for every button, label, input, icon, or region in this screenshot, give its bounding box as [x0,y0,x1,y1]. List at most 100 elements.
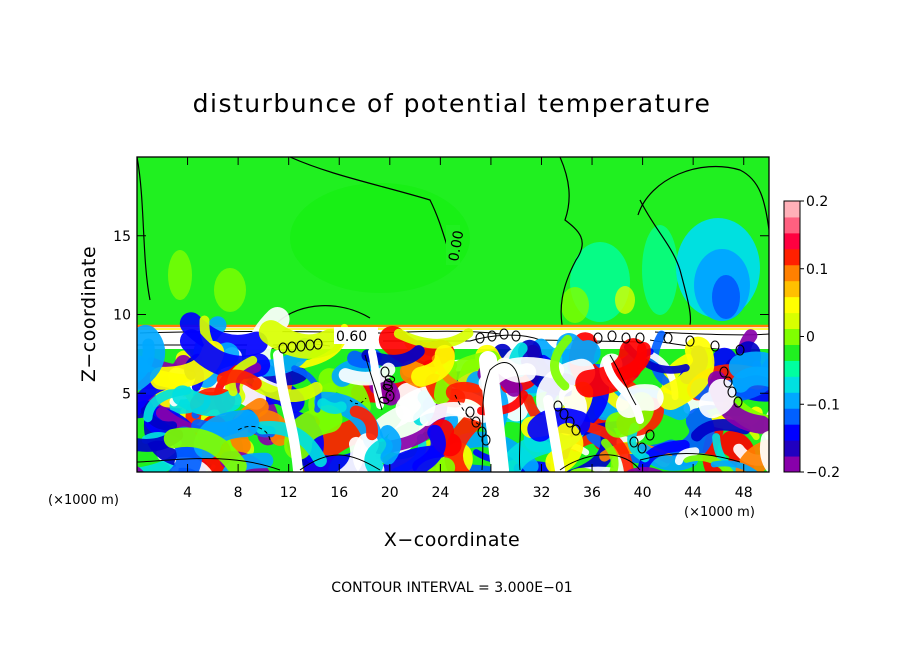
turbulent-layer [137,307,769,472]
contour-interval-footer: CONTOUR INTERVAL = 3.000E−01 [331,580,572,596]
contour-loop [471,416,481,428]
upper-field-region [615,286,635,314]
colorbar-tick-label: 0.2 [806,194,828,210]
colorbar-tick-label: 0 [806,330,815,346]
colorbar-segment [784,280,800,298]
contour-loop [465,406,475,418]
contour-label-background [334,327,378,344]
x-tick-label: 20 [381,485,399,501]
turbulent-eddy [216,369,262,391]
contour-loop [481,434,491,446]
turbulent-eddy [657,336,715,411]
y-axis-label: Z−coordinate [78,246,100,382]
contour-line [559,454,641,471]
upper-field-region [642,225,678,315]
contour-line [289,157,451,256]
turbulent-eddy [137,324,166,391]
x-tick-label: 16 [330,485,348,501]
colorbar-tick-label: 0.1 [806,262,828,278]
contour-loop [735,344,745,356]
turbulent-eddy [137,441,138,456]
y-axis-ticks: 5 10 15 [113,229,769,402]
turbulent-eddy [415,457,456,472]
y-tick-label: 15 [113,229,131,245]
x-tick-label: 48 [735,485,753,501]
colorbar-segment [784,424,800,441]
turbulent-eddy [393,328,474,349]
colorbar-segment [784,201,800,218]
contour-loop [313,338,323,350]
y-tick-label: 5 [122,386,131,402]
contour-loop [511,330,521,342]
upper-field-region [214,268,246,312]
x-axis-label: X−coordinate [384,529,520,551]
contour-loop [629,436,639,448]
turbulent-eddy [303,416,373,472]
turbulent-streak [602,356,644,424]
turbulent-eddy [252,379,323,402]
contour-loop [559,408,569,420]
contour-loop [287,341,297,353]
x-tick-label: 24 [431,485,449,501]
x-tick-label: 36 [583,485,601,501]
contour-loop [565,416,575,428]
contour-line [559,157,583,326]
colorbar-tick-label: −0.1 [806,397,840,413]
colorbar-segment [784,376,800,393]
turbulent-eddy [674,447,700,466]
turbulent-eddy [710,460,759,472]
turbulent-eddy [601,438,619,472]
turbulent-eddy [575,338,647,398]
turbulent-eddy [728,351,769,379]
colorbar-segment [784,360,800,377]
x-axis-ticks: 4 8 12 16 20 24 28 32 36 40 44 48 [183,157,753,501]
contour-loop [385,390,395,402]
contour-line [237,425,271,441]
colorbar-ticks: 0.2 0.1 0 −0.1 −0.2 [800,194,840,481]
x-tick-label: 8 [234,485,243,501]
turbulent-eddy [172,385,242,417]
colorbar-tick-label: −0.2 [806,465,840,481]
turbulent-eddy [556,333,601,367]
contour-label: 0.60 [336,329,367,345]
colorbar-segment [784,296,800,314]
colorbar-segment [784,216,800,234]
contour-loop [593,332,603,344]
colorbar-segment [784,344,800,361]
turbulent-streak [543,395,565,472]
contour-loop [727,386,737,398]
x-tick-label: 32 [533,485,551,501]
contour-line [639,199,692,326]
colorbar-segment [784,264,800,282]
turbulent-eddy [735,439,769,472]
contour-loop [380,366,390,378]
contour-loop [499,328,509,340]
contour-loop [296,340,306,352]
contour-loop [621,332,631,344]
turbulent-eddy [411,344,455,387]
contour-line [299,454,381,471]
contour-line [349,397,367,405]
upper-field-region [168,250,192,300]
turbulent-streak [479,351,509,472]
turbulent-streak [273,350,303,472]
turbulent-eddy [682,453,734,472]
contour-loop [487,330,497,342]
colorbar-segment [784,328,800,345]
upper-field-region [290,183,470,293]
turbulent-eddy [379,425,402,465]
chart-title: disturbunce of potential temperature [193,89,712,118]
contour-loop [477,426,487,438]
contour-loop [685,335,695,347]
upper-field-region [712,275,740,319]
contour-line [137,157,151,301]
contour-line [137,458,281,471]
contour-line [609,354,637,406]
colorbar-segment [784,408,800,425]
colorbar-segment [784,232,800,250]
turbulent-eddy [430,464,500,472]
x-tick-label: 28 [482,485,500,501]
contour-label: 0.00 [446,229,467,262]
contour-loop [663,332,673,344]
